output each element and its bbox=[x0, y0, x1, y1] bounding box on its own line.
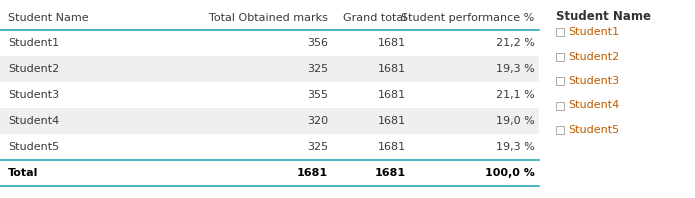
Bar bbox=[556, 28, 564, 36]
Text: 1681: 1681 bbox=[378, 116, 406, 126]
Text: Student performance %: Student performance % bbox=[402, 13, 534, 23]
Bar bbox=[0, 30, 539, 56]
Text: 1681: 1681 bbox=[378, 90, 406, 100]
Text: 19,3 %: 19,3 % bbox=[496, 142, 534, 152]
Text: 320: 320 bbox=[307, 116, 328, 126]
Text: Total: Total bbox=[8, 168, 39, 178]
Text: 1681: 1681 bbox=[378, 64, 406, 74]
Text: Grand total: Grand total bbox=[343, 13, 406, 23]
Text: 100,0 %: 100,0 % bbox=[484, 168, 534, 178]
Text: Student3: Student3 bbox=[8, 90, 60, 100]
Text: Student5: Student5 bbox=[568, 125, 619, 135]
Text: Student2: Student2 bbox=[8, 64, 60, 74]
Text: 1681: 1681 bbox=[297, 168, 328, 178]
Text: 325: 325 bbox=[307, 64, 328, 74]
Text: 355: 355 bbox=[307, 90, 328, 100]
Bar bbox=[0, 56, 539, 82]
Bar bbox=[556, 126, 564, 134]
Text: 1681: 1681 bbox=[378, 38, 406, 48]
Text: 1681: 1681 bbox=[378, 142, 406, 152]
Text: Student4: Student4 bbox=[8, 116, 60, 126]
Text: Student5: Student5 bbox=[8, 142, 60, 152]
Text: Student3: Student3 bbox=[568, 76, 619, 86]
Text: 1681: 1681 bbox=[375, 168, 406, 178]
Text: Student Name: Student Name bbox=[556, 10, 651, 23]
Bar bbox=[0, 108, 539, 134]
Text: Student4: Student4 bbox=[568, 101, 619, 110]
Text: 325: 325 bbox=[307, 142, 328, 152]
Text: Total Obtained marks: Total Obtained marks bbox=[209, 13, 328, 23]
Bar bbox=[0, 160, 539, 186]
Text: 356: 356 bbox=[307, 38, 328, 48]
Bar bbox=[556, 52, 564, 61]
Text: 19,0 %: 19,0 % bbox=[496, 116, 534, 126]
Text: 21,2 %: 21,2 % bbox=[496, 38, 534, 48]
Bar bbox=[0, 6, 539, 30]
Text: Student1: Student1 bbox=[8, 38, 60, 48]
Bar bbox=[556, 77, 564, 85]
Bar bbox=[0, 134, 539, 160]
Text: Student2: Student2 bbox=[568, 51, 619, 62]
Text: Student Name: Student Name bbox=[8, 13, 89, 23]
Text: 21,1 %: 21,1 % bbox=[496, 90, 534, 100]
Text: 19,3 %: 19,3 % bbox=[496, 64, 534, 74]
Text: Student1: Student1 bbox=[568, 27, 619, 37]
Bar bbox=[556, 102, 564, 109]
Bar bbox=[0, 82, 539, 108]
